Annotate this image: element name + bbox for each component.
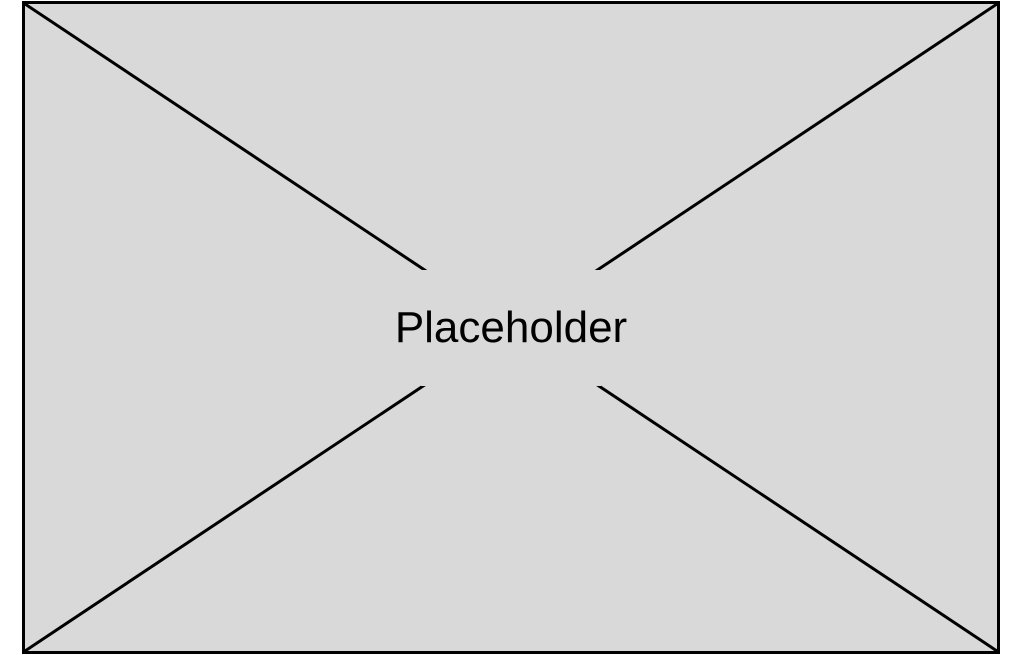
placeholder-label: Placeholder [394, 302, 628, 352]
placeholder-label-container: Placeholder [395, 269, 627, 386]
image-placeholder: Placeholder [22, 1, 1000, 654]
